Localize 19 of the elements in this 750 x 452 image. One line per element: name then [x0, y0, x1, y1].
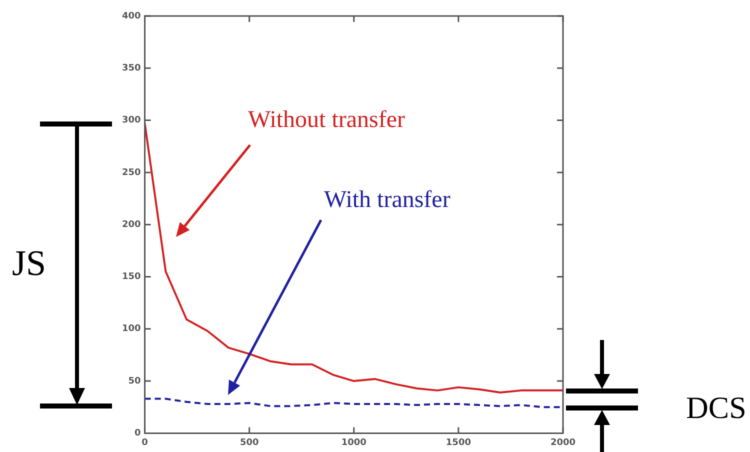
x-tick-label: 1500 [446, 438, 471, 448]
line-series [144, 398, 563, 408]
x-tick-label: 1000 [341, 438, 366, 448]
y-tick-label: 400 [122, 11, 141, 22]
y-tick-label: 150 [122, 272, 141, 282]
text: DCS [686, 390, 746, 425]
text: JS [12, 243, 46, 283]
y-tick-label: 50 [128, 376, 141, 386]
y-tick-label: 250 [122, 168, 141, 178]
text: With transfer [324, 187, 450, 213]
y-tick-label: 350 [122, 63, 141, 74]
y-tick-label: 0 [134, 428, 141, 439]
y-tick-label: 200 [122, 220, 141, 230]
x-tick-label: 0 [142, 438, 148, 448]
y-tick-label: 100 [122, 324, 141, 334]
text: Without transfer [248, 107, 405, 133]
x-tick-label: 500 [240, 438, 259, 448]
y-tick-label: 300 [122, 116, 141, 126]
x-tick-label: 2000 [550, 438, 576, 448]
